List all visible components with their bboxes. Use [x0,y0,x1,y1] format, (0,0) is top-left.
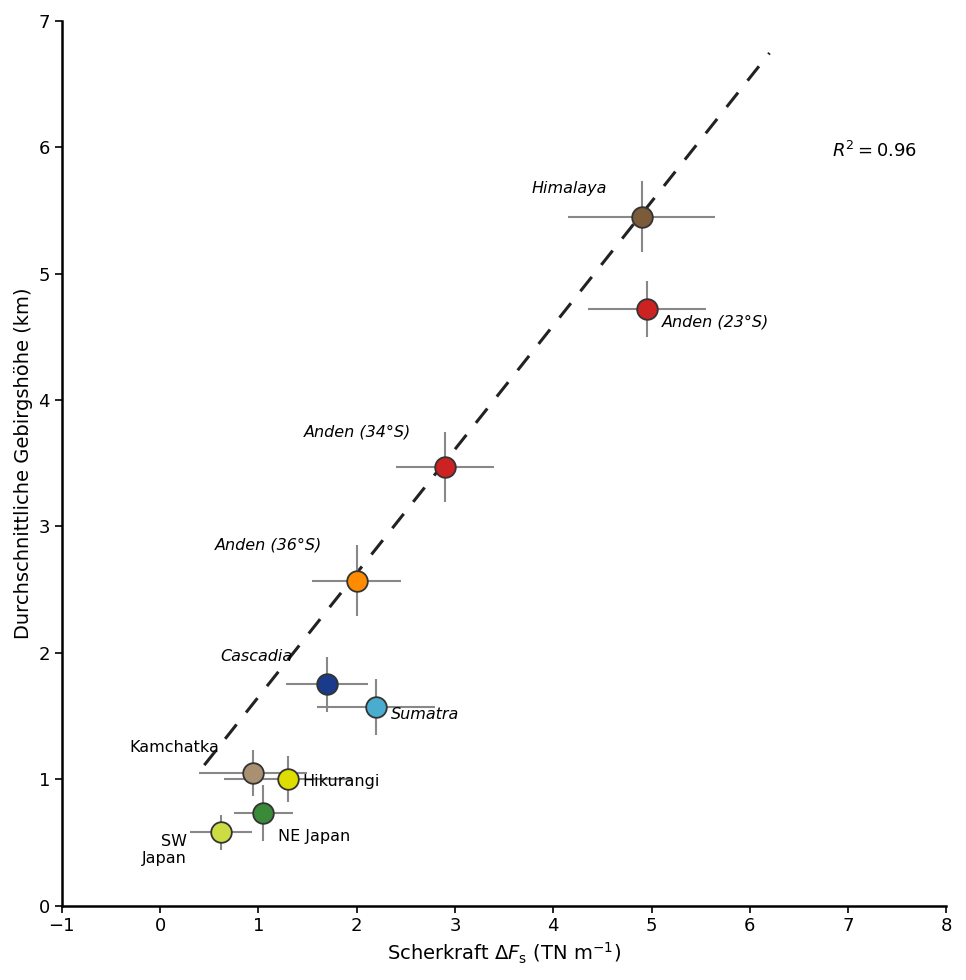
Point [349,573,364,589]
Point [320,676,335,692]
Text: Hikurangi: Hikurangi [302,774,380,789]
Text: $R^2 = 0.96$: $R^2 = 0.96$ [832,141,917,161]
Text: Cascadia: Cascadia [220,649,293,664]
Point [245,765,261,781]
Point [256,806,271,821]
Text: Sumatra: Sumatra [391,708,459,722]
X-axis label: Scherkraft $\Delta F_{\rm s}$ (TN m$^{-1}$): Scherkraft $\Delta F_{\rm s}$ (TN m$^{-1… [387,941,621,966]
Text: Anden (36°S): Anden (36°S) [215,538,323,553]
Text: Anden (34°S): Anden (34°S) [303,424,411,439]
Text: Himalaya: Himalaya [532,181,608,196]
Text: Anden (23°S): Anden (23°S) [662,315,769,329]
Y-axis label: Durchschnittliche Gebirgshöhe (km): Durchschnittliche Gebirgshöhe (km) [14,287,33,639]
Text: Kamchatka: Kamchatka [129,740,219,755]
Text: NE Japan: NE Japan [278,828,351,844]
Text: SW
Japan: SW Japan [142,834,186,866]
Point [213,824,229,840]
Point [639,301,654,317]
Point [634,209,649,224]
Point [438,460,453,475]
Point [280,771,296,787]
Point [369,700,384,715]
